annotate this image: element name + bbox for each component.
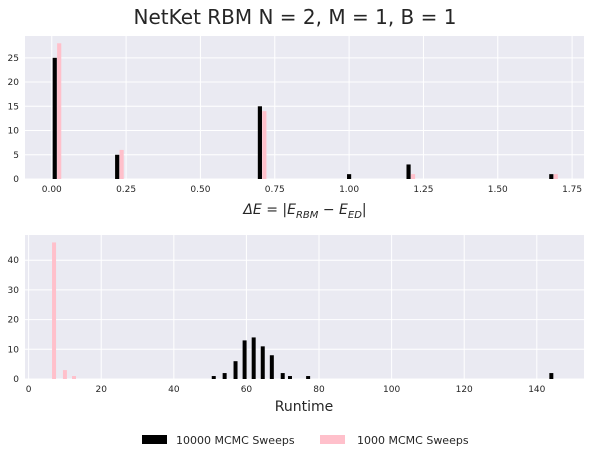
bottom-plot-area: [25, 235, 584, 379]
bar-1000-sweeps: [62, 370, 67, 379]
x-tick-label: 0: [26, 385, 32, 395]
bar-10000-sweeps: [287, 376, 292, 379]
bar-10000-sweeps: [242, 340, 247, 379]
xlabel-sub-rbm: RBM: [296, 210, 319, 221]
bar-10000-sweeps: [115, 154, 120, 179]
top-bars: [52, 43, 558, 180]
bar-10000-sweeps: [406, 164, 411, 179]
y-tick-label: 10: [8, 127, 20, 137]
bar-10000-sweeps: [251, 337, 256, 379]
bar-10000-sweeps: [211, 376, 216, 379]
x-tick-label: 1.25: [413, 185, 433, 195]
x-tick-label: 20: [96, 385, 108, 395]
x-tick-label: 0.75: [265, 185, 285, 195]
xlabel-main: ΔE = |E: [242, 202, 296, 218]
y-tick-label: 10: [8, 345, 20, 355]
bar-10000-sweeps: [269, 355, 274, 379]
bar-10000-sweeps: [549, 174, 554, 179]
bar-10000-sweeps: [280, 373, 285, 379]
x-tick-label: 40: [168, 385, 180, 395]
xlabel-end: |: [362, 202, 367, 218]
bar-10000-sweeps: [233, 361, 238, 379]
top-x-axis-label: ΔE = |ERBM − EED|: [242, 202, 366, 221]
x-tick-label: 1.50: [488, 185, 508, 195]
bar-10000-sweeps: [260, 346, 265, 379]
x-tick-label: 100: [383, 385, 400, 395]
top-y-ticks: 0 5 10 15 20 25: [8, 54, 20, 185]
bar-1000-sweeps: [262, 111, 267, 179]
bar-10000-sweeps: [306, 376, 311, 379]
y-tick-label: 0: [13, 175, 19, 185]
x-tick-label: 1.00: [339, 185, 359, 195]
bottom-histogram: 0 20 40 60 80 100 120 140 0 10 20 30 40 Runtime: [8, 235, 584, 415]
bottom-x-ticks: 0 20 40 60 80 100 120 140: [26, 385, 546, 395]
bottom-x-axis-label: Runtime: [275, 399, 333, 415]
y-tick-label: 30: [8, 286, 20, 296]
y-tick-label: 40: [8, 256, 20, 266]
bar-10000-sweeps: [222, 373, 227, 379]
bottom-y-ticks: 0 10 20 30 40: [8, 256, 20, 385]
x-tick-label: 0.00: [42, 185, 62, 195]
bar-1000-sweeps: [119, 149, 124, 179]
xlabel-mid: − E: [318, 202, 348, 218]
x-tick-label: 120: [456, 385, 473, 395]
chart-title: NetKet RBM N = 2, M = 1, B = 1: [134, 5, 457, 29]
bar-10000-sweeps: [52, 57, 57, 179]
y-tick-label: 25: [8, 54, 19, 64]
bar-1000-sweeps: [410, 174, 416, 179]
x-tick-label: 60: [241, 385, 253, 395]
x-tick-label: 140: [528, 385, 545, 395]
top-histogram: 0.00 0.25 0.50 0.75 1.00 1.25 1.50 1.75 0 5 10 15 2…: [8, 36, 584, 221]
xlabel-sub-ed: ED: [348, 210, 362, 221]
x-tick-label: 0.50: [190, 185, 210, 195]
bar-10000-sweeps: [257, 106, 262, 179]
bar-1000-sweeps: [553, 174, 558, 179]
x-tick-label: 1.75: [562, 185, 582, 195]
legend: 10000 MCMC Sweeps 1000 MCMC Sweeps: [142, 434, 469, 447]
legend-swatch-1000-sweeps: [320, 435, 345, 444]
bar-10000-sweeps: [549, 373, 554, 379]
bar-1000-sweeps: [52, 242, 57, 379]
bar-1000-sweeps: [57, 43, 62, 180]
x-tick-label: 80: [313, 385, 325, 395]
y-tick-label: 20: [8, 78, 20, 88]
top-x-ticks: 0.00 0.25 0.50 0.75 1.00 1.25 1.50 1.75: [42, 185, 582, 195]
x-tick-label: 0.25: [116, 185, 136, 195]
y-tick-label: 5: [13, 151, 19, 161]
y-tick-label: 15: [8, 102, 19, 112]
bar-10000-sweeps: [347, 174, 352, 179]
y-tick-label: 0: [13, 375, 19, 385]
legend-swatch-10000-sweeps: [142, 435, 167, 444]
bar-1000-sweeps: [72, 376, 76, 379]
y-tick-label: 20: [8, 316, 20, 326]
bottom-bars: [52, 242, 554, 379]
legend-label-1000-sweeps: 1000 MCMC Sweeps: [357, 434, 469, 447]
legend-label-10000-sweeps: 10000 MCMC Sweeps: [176, 434, 295, 447]
